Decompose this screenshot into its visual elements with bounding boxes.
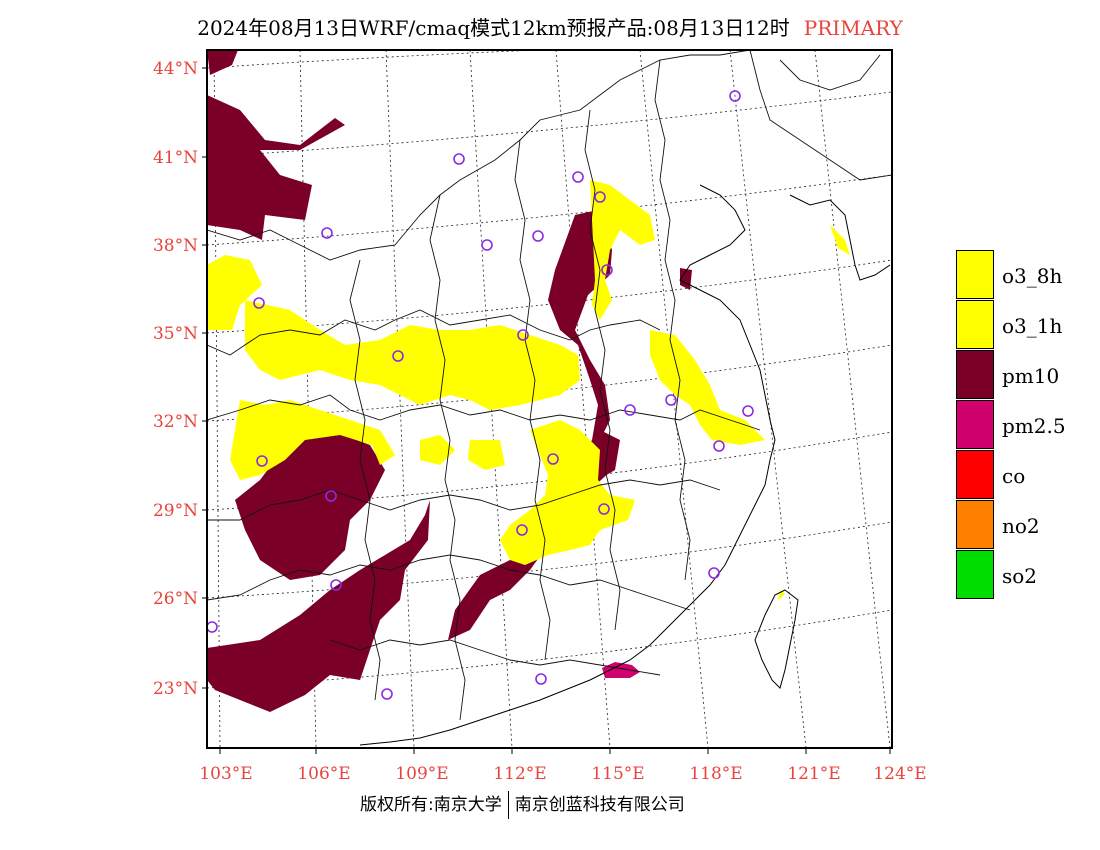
lon-label: 109°E	[395, 764, 448, 784]
axis-ticks	[202, 67, 891, 754]
legend-swatch	[956, 300, 994, 349]
legend-swatch	[956, 550, 994, 599]
legend-label: no2	[1002, 514, 1040, 538]
o3-regions	[207, 180, 850, 600]
legend-swatch	[956, 500, 994, 549]
lat-label: 44°N	[153, 59, 198, 79]
pm10-regions	[207, 50, 692, 712]
lon-tick-labels: 103°E 106°E 109°E 112°E 115°E 118°E 121°…	[199, 764, 926, 784]
copyright-footer: 版权所有:南京大学 南京创蓝科技有限公司	[360, 790, 685, 819]
lat-label: 35°N	[153, 324, 198, 344]
copyright-left: 版权所有:南京大学	[360, 795, 502, 815]
lon-label: 106°E	[297, 764, 350, 784]
pm2-5-region	[602, 662, 640, 678]
lat-label: 38°N	[153, 236, 198, 256]
lat-label: 32°N	[153, 412, 198, 432]
legend-label: co	[1002, 464, 1026, 488]
legend-swatch	[956, 250, 994, 299]
footer-separator	[507, 791, 509, 819]
title-tag: PRIMARY	[803, 16, 903, 40]
legend-swatch	[956, 400, 994, 449]
map-frame	[206, 49, 893, 749]
legend-label: o3_8h	[1002, 264, 1063, 288]
lat-label: 29°N	[153, 501, 198, 521]
station-markers	[207, 90, 754, 700]
lon-label: 112°E	[493, 764, 546, 784]
legend-label: pm10	[1002, 364, 1060, 388]
lon-label: 124°E	[873, 764, 926, 784]
legend-label: so2	[1002, 564, 1038, 588]
lon-label: 121°E	[787, 764, 840, 784]
lon-label: 115°E	[591, 764, 644, 784]
legend-swatch	[956, 450, 994, 499]
coastline	[359, 184, 891, 746]
lat-label: 26°N	[153, 589, 198, 609]
title-main: 2024年08月13日WRF/cmaq模式12km预报产品:08月13日12时	[197, 16, 790, 40]
map-title: 2024年08月13日WRF/cmaq模式12km预报产品:08月13日12时 P…	[0, 12, 1100, 41]
legend-label: pm2.5	[1002, 414, 1066, 438]
legend-swatch	[956, 350, 994, 399]
lat-label: 41°N	[153, 148, 198, 168]
lat-tick-labels: 44°N 41°N 38°N 35°N 32°N 29°N 26°N 23°N	[153, 59, 198, 699]
copyright-right: 南京创蓝科技有限公司	[514, 795, 685, 815]
lat-label: 23°N	[153, 679, 198, 699]
lon-label: 118°E	[689, 764, 742, 784]
province-boundaries	[207, 50, 892, 721]
lon-label: 103°E	[199, 764, 252, 784]
legend-label: o3_1h	[1002, 314, 1063, 338]
